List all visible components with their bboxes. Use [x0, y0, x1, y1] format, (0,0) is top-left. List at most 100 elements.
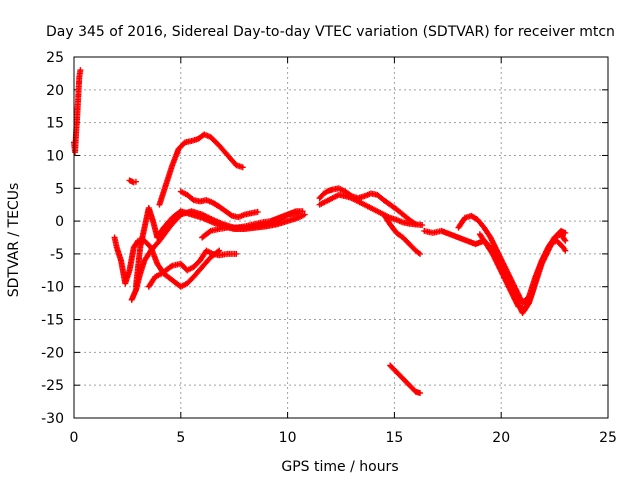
data-point: [199, 200, 201, 202]
data-point: [244, 213, 246, 216]
data-point: [549, 243, 551, 245]
data-point: [158, 204, 161, 206]
data-point: [165, 269, 167, 271]
chart-title: Day 345 of 2016, Sidereal Day-to-day VTE…: [46, 24, 615, 40]
data-point-trace: [71, 67, 84, 156]
x-tick-label: 5: [176, 430, 185, 446]
data-point: [227, 154, 229, 157]
y-tick-label: -25: [41, 378, 64, 394]
data-point: [165, 184, 167, 186]
data-point: [338, 187, 340, 189]
data-point: [180, 190, 182, 193]
data-point: [395, 232, 398, 234]
data-point: [269, 220, 272, 222]
data-point: [395, 219, 398, 221]
data-point: [483, 227, 485, 229]
y-tick-label: -5: [50, 247, 64, 263]
x-tick-label: 20: [492, 430, 510, 446]
data-point: [128, 179, 131, 181]
axis-ticks: [73, 56, 609, 419]
y-tick-label: 10: [46, 148, 64, 164]
data-point: [419, 392, 421, 394]
data-point: [261, 221, 263, 224]
data-point: [408, 384, 410, 386]
data-point: [186, 282, 188, 285]
data-point: [158, 240, 161, 242]
data-point: [150, 250, 152, 252]
series-arc-9: [199, 208, 306, 241]
data-point: [250, 212, 252, 214]
data-point: [193, 199, 195, 201]
data-point: [199, 259, 201, 262]
data-point: [325, 200, 327, 202]
data-point: [186, 269, 188, 271]
data-point: [319, 204, 321, 206]
data-point: [237, 216, 240, 218]
data-point: [395, 208, 398, 210]
series-arc-13: [387, 362, 424, 397]
data-point: [509, 276, 511, 278]
data-point: [74, 151, 76, 153]
data-point: [554, 236, 556, 239]
data-point: [395, 371, 398, 373]
data-point: [556, 240, 558, 242]
data-point: [560, 233, 562, 235]
series-arc-3: [111, 234, 223, 290]
data-point: [423, 230, 425, 232]
data-point: [485, 243, 487, 245]
data-point: [210, 230, 212, 232]
data-point: [190, 140, 193, 142]
y-tick-label: 15: [46, 116, 64, 132]
data-point: [344, 190, 346, 193]
x-tick-label: 15: [385, 430, 403, 446]
data-point: [363, 195, 366, 197]
y-tick-label: 5: [55, 181, 64, 197]
data-point: [76, 115, 78, 117]
data-point: [212, 202, 214, 204]
data-point: [351, 197, 353, 199]
x-tick-label: 0: [70, 430, 79, 446]
data-point: [363, 204, 366, 206]
data-point: [203, 133, 205, 136]
data-point: [78, 76, 80, 78]
data-point: [489, 236, 492, 239]
data-point: [205, 199, 208, 201]
data-point: [415, 250, 417, 252]
data-point: [464, 217, 466, 219]
data-point: [477, 219, 479, 221]
data-point: [543, 256, 545, 258]
data-point: [139, 246, 141, 248]
data-point: [171, 279, 173, 281]
data-point: [178, 148, 180, 150]
data-point: [131, 299, 133, 301]
data-point: [128, 269, 131, 271]
data-point: [160, 273, 163, 275]
data-point: [301, 210, 304, 212]
data-point: [156, 263, 158, 265]
data-point: [201, 236, 203, 239]
data-point: [254, 227, 257, 229]
data-point: [502, 263, 504, 265]
data-point: [415, 391, 417, 393]
x-tick-label: 10: [279, 430, 297, 446]
x-axis-label: GPS time / hours: [281, 459, 398, 475]
data-point: [169, 225, 171, 227]
data-point: [521, 312, 524, 314]
data-point: [235, 253, 237, 255]
series-arc-12: [380, 211, 424, 257]
data-point: [562, 246, 564, 248]
data-point: [143, 259, 146, 262]
data-point: [524, 309, 526, 311]
data-point: [287, 220, 289, 222]
data-point: [278, 217, 280, 219]
series-arc-7: [156, 131, 246, 208]
series-arc-8: [177, 188, 261, 221]
data-point: [193, 276, 195, 278]
data-point: [297, 217, 299, 219]
data-point-trace: [111, 234, 223, 290]
data-point: [212, 221, 214, 224]
data-point: [415, 223, 417, 225]
data-point: [180, 210, 182, 212]
data-point: [492, 253, 494, 255]
data-point: [466, 240, 468, 242]
